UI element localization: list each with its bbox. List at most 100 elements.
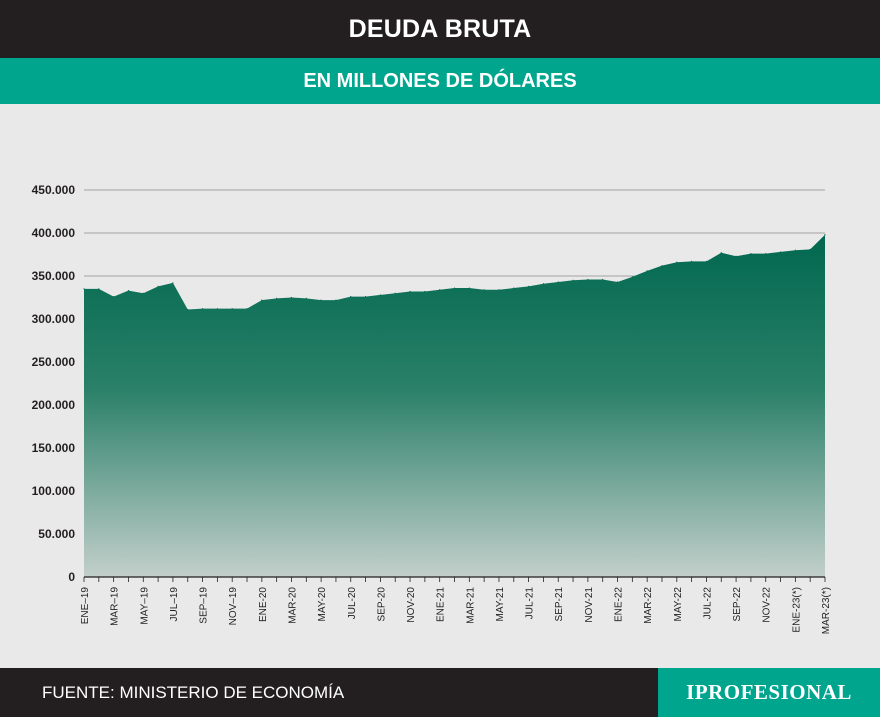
brand-logo: IPROFESIONAL (658, 668, 880, 717)
data-point (765, 253, 767, 255)
x-tick-label: SEP-22 (732, 587, 743, 622)
data-point (305, 297, 307, 299)
x-tick-label: MAY-22 (673, 587, 684, 622)
data-point (290, 296, 293, 299)
data-point (779, 251, 782, 253)
data-point (113, 296, 115, 298)
brand-logo-text: IPROFESIONAL (686, 680, 852, 704)
chart-area: 0 50.000 100.000 150.000 200.000 250.000 300.0… (0, 104, 880, 668)
series-area (83, 234, 826, 577)
data-point (142, 292, 144, 294)
data-point (246, 308, 248, 310)
data-point (172, 282, 174, 284)
data-point (542, 283, 545, 285)
data-point (98, 288, 100, 290)
data-point (453, 287, 456, 289)
x-tick-label: MAR–19 (110, 587, 121, 626)
y-tick-label: 100.000 (32, 484, 76, 498)
x-tick-label: JUL–19 (169, 587, 180, 622)
area-chart: 0 50.000 100.000 150.000 200.000 250.000 300.0… (32, 183, 832, 634)
x-tick-label: JUL-20 (347, 587, 358, 620)
data-point (394, 292, 396, 294)
data-point (231, 308, 233, 310)
data-point (691, 260, 693, 262)
data-point (824, 234, 826, 236)
data-point (616, 281, 619, 283)
x-tick-label: SEP-20 (376, 587, 387, 622)
y-tick-label: 150.000 (32, 441, 76, 455)
x-axis: ENE–19 MAR–19 MAY–19 JUL–19 SEP–19 NOV–19 ENE-… (80, 576, 832, 634)
data-point (483, 289, 485, 291)
x-tick-label: ENE–19 (80, 587, 91, 625)
data-point (498, 289, 500, 291)
data-point (705, 260, 708, 262)
x-tick-label: SEP-21 (554, 587, 565, 622)
chart-title: DEUDA BRUTA (348, 14, 532, 43)
y-tick-label: 400.000 (32, 226, 76, 240)
y-tick-label: 250.000 (32, 355, 76, 369)
data-point (157, 285, 159, 287)
data-point (83, 288, 85, 290)
data-point (439, 289, 441, 291)
x-tick-label: ENE-23(*) (791, 587, 802, 633)
x-tick-label: JUL-21 (525, 587, 536, 620)
chart-title-bar: DEUDA BRUTA (0, 0, 880, 58)
data-point (468, 287, 470, 289)
data-point (646, 270, 648, 272)
data-point (127, 290, 130, 292)
x-tick-label: ENE-22 (614, 587, 625, 622)
data-point (364, 296, 367, 298)
x-tick-label: MAY–19 (139, 587, 150, 625)
y-tick-label: 0 (68, 570, 75, 584)
data-point (335, 299, 337, 301)
x-tick-label: MAR-22 (643, 587, 654, 624)
chart-subtitle-bar: EN MILLONES DE DÓLARES (0, 58, 880, 104)
x-tick-label: SEP–19 (199, 587, 210, 624)
data-point (661, 265, 663, 267)
data-point (513, 287, 515, 289)
data-point (676, 261, 678, 263)
data-point (201, 308, 204, 310)
y-axis: 0 50.000 100.000 150.000 200.000 250.000 300.0… (32, 183, 76, 584)
x-tick-label: NOV-21 (584, 587, 595, 623)
data-point (320, 299, 322, 301)
data-point (735, 255, 737, 257)
x-tick-label: MAR-23(*) (821, 587, 832, 634)
data-point (276, 297, 278, 299)
y-tick-label: 200.000 (32, 398, 76, 412)
data-point (631, 276, 633, 278)
x-tick-label: MAR-21 (465, 587, 476, 624)
x-tick-label: NOV-20 (406, 587, 417, 623)
y-tick-label: 50.000 (38, 527, 75, 541)
footer-bar: FUENTE: MINISTERIO DE ECONOMÍA IPROFESIO… (0, 668, 880, 717)
data-point (424, 290, 426, 293)
x-tick-label: MAY-20 (317, 587, 328, 622)
debt-area (84, 234, 825, 577)
data-point (750, 253, 752, 255)
data-point (350, 296, 352, 298)
data-point (587, 278, 589, 281)
data-point (216, 308, 218, 310)
data-point (379, 294, 381, 296)
x-tick-label: JUL-22 (702, 587, 713, 620)
data-point (794, 249, 796, 251)
x-tick-label: NOV–19 (228, 587, 239, 626)
y-tick-label: 300.000 (32, 312, 76, 326)
data-point (602, 278, 604, 281)
data-point (261, 299, 263, 301)
data-point (572, 279, 574, 281)
y-tick-label: 450.000 (32, 183, 76, 197)
x-tick-label: NOV-22 (762, 587, 773, 623)
x-tick-label: ENE-20 (258, 587, 269, 622)
data-point (528, 285, 530, 287)
data-point (557, 281, 559, 283)
y-tick-label: 350.000 (32, 269, 76, 283)
data-point (409, 290, 411, 293)
source-note: FUENTE: MINISTERIO DE ECONOMÍA (42, 683, 345, 702)
data-point (720, 252, 722, 254)
x-tick-label: ENE-21 (436, 587, 447, 622)
x-tick-label: MAR-20 (287, 587, 298, 624)
data-point (809, 248, 811, 250)
x-tick-label: MAY-21 (495, 587, 506, 622)
chart-subtitle: EN MILLONES DE DÓLARES (303, 69, 577, 92)
